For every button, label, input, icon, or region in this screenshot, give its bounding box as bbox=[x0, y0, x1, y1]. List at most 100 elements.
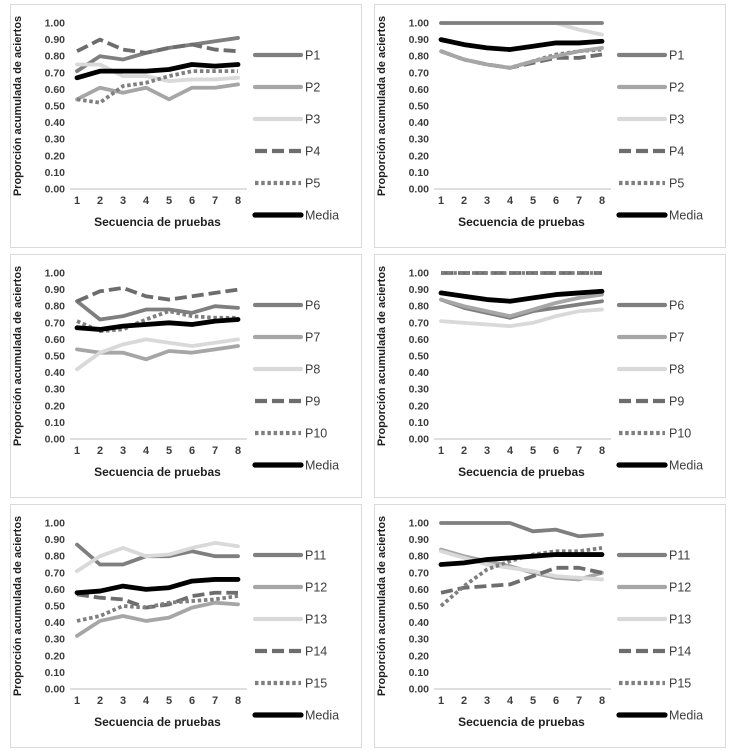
y-tick-label: 0.00 bbox=[45, 184, 66, 196]
legend-item-P6: P6 bbox=[616, 299, 684, 313]
chart-panel-p11-p15-group-b: Proporción acumulada de aciertos 1.00 0.90… bbox=[374, 504, 726, 748]
series-line-P14 bbox=[440, 565, 603, 595]
x-tick-label: 7 bbox=[576, 445, 582, 457]
legend-item-P15: P15 bbox=[619, 677, 691, 691]
y-tick-label: 0.00 bbox=[45, 434, 66, 446]
x-axis-title: Secuencia de pruebas bbox=[94, 215, 221, 229]
charts-grid: Proporción acumulada de aciertos 1.00 0.90… bbox=[10, 4, 726, 748]
legend-item-P9: P9 bbox=[619, 395, 684, 409]
y-tick-label: 0.40 bbox=[45, 617, 66, 629]
x-tick-label: 5 bbox=[166, 695, 172, 707]
line-chart-p11-p15-group-b: Proporción acumulada de aciertos 1.00 0.90… bbox=[376, 516, 703, 729]
y-tick-label: 0.50 bbox=[45, 101, 66, 113]
y-tick-label: 1.00 bbox=[409, 268, 430, 280]
y-tick-label: 0.20 bbox=[409, 650, 430, 662]
line-chart-p6-p10-group-a: Proporción acumulada de aciertos 1.00 0.90… bbox=[12, 266, 339, 479]
series-line-P13 bbox=[439, 549, 604, 582]
legend-label-P15: P15 bbox=[305, 677, 327, 691]
y-tick-label: 0.30 bbox=[409, 384, 430, 396]
line-chart-p1-p5-group-a: Proporción acumulada de aciertos 1.00 0.90… bbox=[12, 16, 339, 229]
y-tick-label: 0.20 bbox=[45, 650, 66, 662]
legend-label-P13: P13 bbox=[305, 613, 327, 627]
y-tick-label: 0.90 bbox=[409, 534, 430, 546]
series-line-P13 bbox=[75, 541, 240, 574]
series-line-P9 bbox=[76, 286, 239, 303]
legend-item-P10: P10 bbox=[619, 427, 691, 441]
series-line-Media bbox=[438, 37, 605, 52]
x-tick-label: 1 bbox=[438, 195, 444, 207]
legend-item-P5: P5 bbox=[619, 177, 684, 191]
y-tick-label: 0.00 bbox=[45, 684, 66, 696]
series-line-P15 bbox=[76, 594, 239, 623]
legend-item-P2: P2 bbox=[616, 81, 684, 95]
chart-panel-p11-p15-group-a: Proporción acumulada de aciertos 1.00 0.90… bbox=[10, 504, 362, 748]
legend-label-P14: P14 bbox=[669, 645, 691, 659]
legend-label-Media: Media bbox=[669, 709, 703, 723]
legend-label-P12: P12 bbox=[305, 581, 327, 595]
legend-item-Media: Media bbox=[616, 209, 703, 223]
legend-item-P12: P12 bbox=[252, 581, 327, 595]
x-tick-label: 6 bbox=[189, 695, 195, 707]
y-tick-label: 0.20 bbox=[409, 400, 430, 412]
y-tick-label: 0.50 bbox=[409, 601, 430, 613]
y-tick-label: 0.90 bbox=[45, 534, 66, 546]
legend-item-P12: P12 bbox=[616, 581, 691, 595]
y-tick-label: 0.80 bbox=[45, 51, 66, 63]
line-chart-p6-p10-group-b: Proporción acumulada de aciertos 1.00 0.90… bbox=[376, 266, 703, 479]
x-tick-label: 3 bbox=[484, 695, 490, 707]
legend-item-P8: P8 bbox=[252, 363, 320, 377]
y-tick-label: 0.70 bbox=[45, 67, 66, 79]
y-axis-title: Proporción acumulada de aciertos bbox=[376, 16, 388, 196]
legend-label-Media: Media bbox=[305, 709, 339, 723]
series-line-P2 bbox=[439, 46, 604, 70]
legend-label-P5: P5 bbox=[669, 177, 684, 191]
series-line-P5 bbox=[76, 69, 238, 105]
y-tick-label: 0.40 bbox=[409, 617, 430, 629]
legend-item-P1: P1 bbox=[616, 49, 684, 63]
legend-item-P10: P10 bbox=[255, 427, 327, 441]
legend-label-P4: P4 bbox=[669, 145, 684, 159]
x-tick-label: 8 bbox=[599, 195, 605, 207]
y-tick-label: 0.10 bbox=[409, 667, 430, 679]
x-axis-title: Secuencia de pruebas bbox=[94, 715, 221, 729]
legend-item-P3: P3 bbox=[616, 113, 684, 127]
x-axis-title: Secuencia de pruebas bbox=[458, 465, 585, 479]
x-tick-label: 1 bbox=[438, 445, 444, 457]
legend-item-P1: P1 bbox=[252, 49, 320, 63]
series-line-P6 bbox=[75, 299, 240, 322]
legend-item-Media: Media bbox=[616, 709, 703, 723]
chart-panel-p6-p10-group-a: Proporción acumulada de aciertos 1.00 0.90… bbox=[10, 254, 362, 498]
x-tick-label: 4 bbox=[507, 195, 514, 207]
x-tick-label: 8 bbox=[235, 195, 241, 207]
legend-label-P8: P8 bbox=[305, 363, 320, 377]
chart-panel-p6-p10-group-b: Proporción acumulada de aciertos 1.00 0.90… bbox=[374, 254, 726, 498]
y-tick-label: 0.80 bbox=[409, 301, 430, 313]
legend-label-P8: P8 bbox=[669, 363, 684, 377]
x-tick-label: 7 bbox=[212, 445, 218, 457]
y-tick-label: 0.00 bbox=[409, 184, 430, 196]
y-tick-label: 0.20 bbox=[45, 400, 66, 412]
y-tick-label: 0.40 bbox=[45, 367, 66, 379]
legend-label-Media: Media bbox=[669, 459, 703, 473]
y-tick-label: 0.90 bbox=[45, 34, 66, 46]
legend-label-P6: P6 bbox=[305, 299, 320, 313]
x-tick-label: 2 bbox=[461, 695, 467, 707]
y-tick-label: 0.50 bbox=[409, 351, 430, 363]
legend-label-P15: P15 bbox=[669, 677, 691, 691]
legend-item-P4: P4 bbox=[255, 145, 320, 159]
x-tick-label: 6 bbox=[189, 445, 195, 457]
y-tick-label: 0.40 bbox=[409, 367, 430, 379]
legend-item-P7: P7 bbox=[252, 331, 320, 345]
legend-item-P11: P11 bbox=[252, 549, 326, 563]
y-tick-label: 0.80 bbox=[45, 301, 66, 313]
legend-item-P5: P5 bbox=[255, 177, 320, 191]
series-line-P8 bbox=[75, 337, 240, 372]
y-tick-label: 0.90 bbox=[409, 284, 430, 296]
x-tick-label: 8 bbox=[599, 695, 605, 707]
legend-label-P4: P4 bbox=[305, 145, 320, 159]
legend-item-P6: P6 bbox=[252, 299, 320, 313]
legend-label-P9: P9 bbox=[669, 395, 684, 409]
x-tick-label: 3 bbox=[120, 695, 126, 707]
x-tick-label: 5 bbox=[530, 695, 536, 707]
x-tick-label: 6 bbox=[553, 195, 559, 207]
